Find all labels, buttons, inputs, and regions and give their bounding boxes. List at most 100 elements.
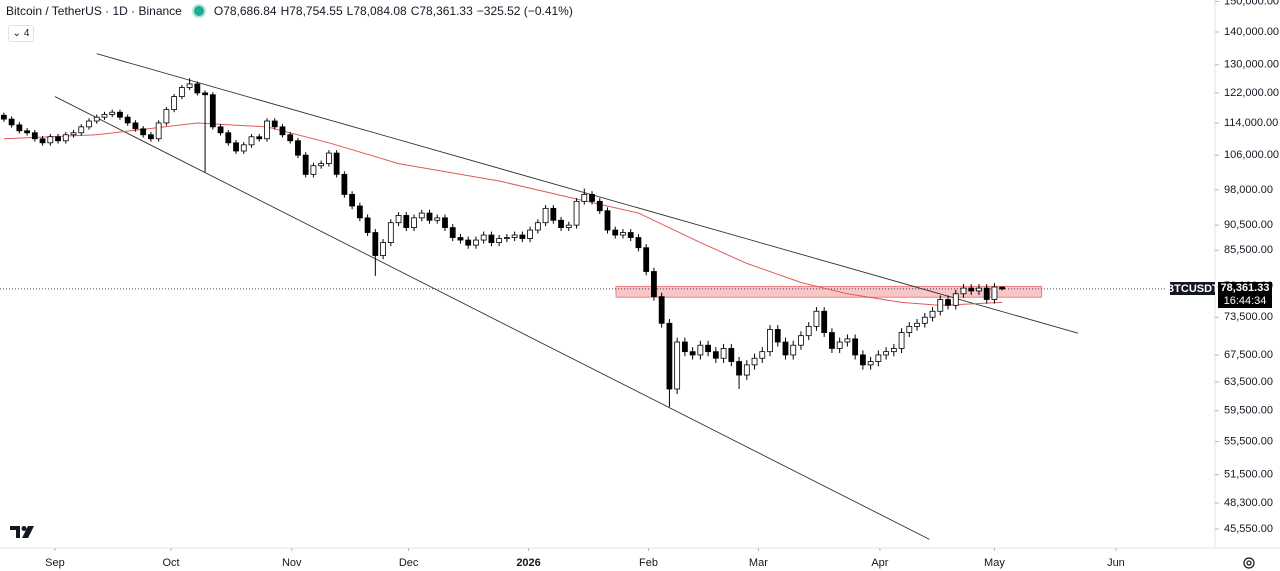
candle-body xyxy=(101,114,108,118)
candle-body xyxy=(767,329,773,353)
candle-body xyxy=(914,322,920,327)
candle-body xyxy=(736,361,742,376)
candle-body xyxy=(968,287,975,292)
candle-body xyxy=(976,287,982,292)
trendline xyxy=(96,53,1079,334)
candle-body xyxy=(39,138,46,144)
candle-body xyxy=(620,232,626,236)
ohlc-change: −325.52 (−0.41%) xyxy=(476,4,573,18)
candle-body xyxy=(705,344,712,353)
candle-body xyxy=(264,120,270,140)
candle-body xyxy=(921,316,928,324)
candle-body xyxy=(411,217,417,228)
candle-body xyxy=(929,310,936,318)
candle-body xyxy=(395,215,402,224)
candle-body xyxy=(364,217,371,233)
candle-body xyxy=(496,238,503,243)
candle-body xyxy=(798,335,804,346)
candle-body xyxy=(78,126,85,134)
candle-body xyxy=(844,338,851,343)
candle-body xyxy=(589,194,595,202)
y-tick-label: 45,550.00 xyxy=(1224,523,1273,535)
indicator-toggle[interactable]: ⌄ 4 xyxy=(8,25,34,42)
candle-body xyxy=(550,207,557,221)
candle-body xyxy=(527,229,534,239)
resistance-zone xyxy=(615,285,1043,298)
candle-body xyxy=(759,351,766,359)
candle-body xyxy=(302,154,309,175)
candle-body xyxy=(829,332,835,349)
candle-body xyxy=(225,132,232,144)
indicator-count: 4 xyxy=(23,28,30,39)
candle-body xyxy=(333,152,340,175)
candle-body xyxy=(93,116,100,122)
y-tick-label: 98,000.00 xyxy=(1224,184,1273,196)
candle-body xyxy=(875,354,882,362)
candle-body xyxy=(202,92,208,96)
candle-body xyxy=(782,341,789,356)
x-tick-label: Nov xyxy=(282,557,302,569)
candle-body xyxy=(318,163,325,167)
candle-body xyxy=(124,116,131,124)
candle-body xyxy=(418,212,425,219)
candle-body xyxy=(426,212,433,221)
y-tick-label: 150,000.00 xyxy=(1224,0,1279,7)
candle-body xyxy=(774,329,781,343)
candle-body xyxy=(960,287,967,295)
candle-body xyxy=(743,364,750,376)
candle-body xyxy=(387,222,394,243)
candle-body xyxy=(790,344,797,356)
y-tick-label: 85,500.00 xyxy=(1224,244,1273,256)
candle-body xyxy=(155,122,162,140)
x-tick-label: Jun xyxy=(1107,557,1125,569)
candle-body xyxy=(140,128,147,136)
candle-body xyxy=(403,215,410,228)
candle-body xyxy=(356,205,363,219)
candle-body xyxy=(194,83,201,94)
candle-body xyxy=(805,325,812,337)
candle-body xyxy=(465,239,472,246)
candle-body xyxy=(542,207,549,224)
y-tick-label: 48,300.00 xyxy=(1224,497,1273,509)
candle-body xyxy=(148,134,154,140)
x-tick-label: Sep xyxy=(45,557,65,569)
candle-body xyxy=(341,173,348,195)
candle-body xyxy=(434,217,441,221)
y-tick-label: 55,500.00 xyxy=(1224,435,1273,447)
y-tick-label: 73,500.00 xyxy=(1224,311,1273,323)
tv-logo xyxy=(10,526,34,538)
candle-body xyxy=(596,200,603,212)
x-tick-label: Dec xyxy=(399,557,419,569)
candle-body xyxy=(473,239,479,246)
candle-body xyxy=(604,210,611,231)
candle-body xyxy=(573,200,580,226)
candle-body xyxy=(86,120,92,128)
y-tick-label: 122,000.00 xyxy=(1224,87,1279,99)
y-tick-label: 130,000.00 xyxy=(1224,59,1279,71)
candle-body xyxy=(952,293,959,306)
candle-body xyxy=(109,111,116,115)
candle-body xyxy=(643,247,650,272)
candle-body xyxy=(581,194,588,202)
candle-body xyxy=(132,122,139,130)
candle-body xyxy=(480,234,487,241)
ohlc-low: L78,084.08 xyxy=(346,4,407,18)
chevron: ⌄ xyxy=(12,28,21,39)
candle-body xyxy=(666,322,673,390)
bar-countdown: 16:44:34 xyxy=(1223,295,1267,307)
settings-icon[interactable] xyxy=(1243,557,1255,569)
candle-body xyxy=(70,132,77,136)
candle-body xyxy=(117,111,123,118)
candle-body xyxy=(991,286,998,300)
x-tick-label: 2026 xyxy=(516,557,540,569)
candle-body xyxy=(859,354,866,366)
last-price-label: 78,361.33 xyxy=(1220,282,1270,294)
candle-body xyxy=(442,217,448,228)
candle-body xyxy=(890,348,897,353)
candle-body xyxy=(813,310,820,327)
candle-body xyxy=(233,142,239,152)
candle-body xyxy=(31,132,38,140)
candle-body xyxy=(16,124,23,132)
candle-body xyxy=(906,325,913,333)
